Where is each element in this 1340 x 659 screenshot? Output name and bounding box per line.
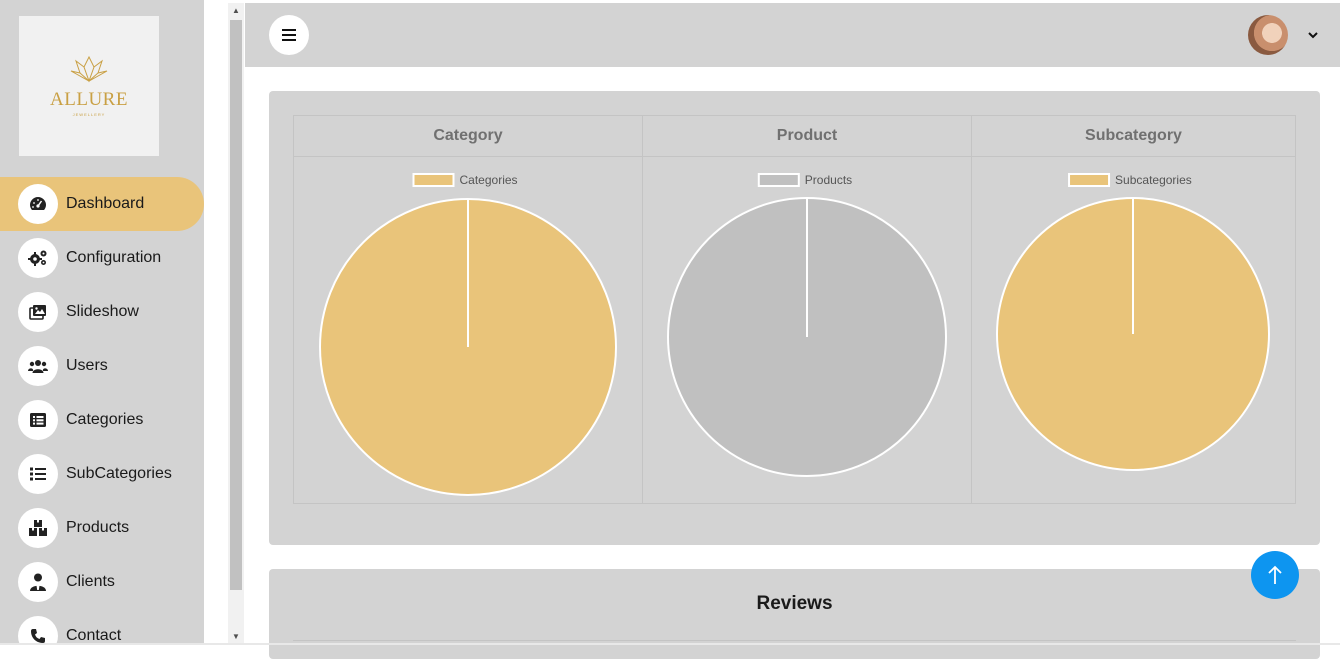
diamond-lotus-icon: [70, 55, 108, 83]
sidebar-scrollbar[interactable]: ▲ ▼: [228, 3, 244, 643]
sidebar-item-subcategories[interactable]: SubCategories: [0, 447, 204, 501]
dashboard-gauge-icon: [18, 184, 58, 224]
phone-icon: [18, 616, 58, 645]
list-icon: [18, 454, 58, 494]
legend-label[interactable]: Products: [805, 173, 852, 187]
sidebar: ALLURE JEWELLERY Dashboard Configuration…: [0, 0, 204, 645]
menu-toggle-button[interactable]: [269, 15, 309, 55]
user-avatar[interactable]: [1248, 15, 1288, 55]
page-bottom-edge: [0, 643, 1340, 645]
sidebar-item-label: Contact: [66, 627, 122, 644]
sidebar-item-categories[interactable]: Categories: [0, 393, 204, 447]
legend-label[interactable]: Subcategories: [1115, 173, 1192, 187]
scroll-to-top-button[interactable]: [1251, 551, 1299, 599]
sidebar-item-clients[interactable]: Clients: [0, 555, 204, 609]
legend-swatch[interactable]: [412, 173, 455, 187]
sidebar-item-label: Clients: [66, 573, 115, 590]
chart-header: Product: [643, 116, 971, 157]
sidebar-item-configuration[interactable]: Configuration: [0, 231, 204, 285]
reviews-title: Reviews: [756, 593, 833, 614]
category-pie-chart: Categories: [319, 173, 617, 496]
sidebar-nav: Dashboard Configuration Slideshow Users …: [0, 177, 204, 645]
brand-logo[interactable]: ALLURE JEWELLERY: [19, 16, 159, 156]
chevron-down-icon: [1308, 31, 1318, 38]
sidebar-item-users[interactable]: Users: [0, 339, 204, 393]
product-pie-chart: Products: [667, 173, 947, 477]
hamburger-icon: [282, 29, 296, 41]
scrollbar-thumb[interactable]: [230, 20, 242, 590]
scroll-up-arrow-icon[interactable]: ▲: [232, 5, 240, 15]
legend-label[interactable]: Categories: [460, 173, 518, 187]
charts-table: Category Categories Product Products Sub…: [293, 115, 1296, 504]
chart-header: Category: [294, 116, 642, 157]
scroll-down-arrow-icon[interactable]: ▼: [232, 631, 240, 641]
arrow-up-icon: [1268, 565, 1282, 584]
images-icon: [18, 292, 58, 332]
sidebar-item-products[interactable]: Products: [0, 501, 204, 555]
sidebar-item-label: Products: [66, 519, 130, 536]
boxes-icon: [18, 508, 58, 548]
sidebar-item-contact[interactable]: Contact: [0, 609, 204, 645]
user-menu-toggle[interactable]: [1305, 25, 1321, 45]
charts-panel: Category Categories Product Products Sub…: [269, 91, 1320, 545]
sidebar-item-label: SubCategories: [66, 465, 172, 482]
sidebar-item-label: Configuration: [66, 249, 162, 266]
sidebar-item-label: Users: [66, 357, 108, 374]
user-tie-icon: [18, 562, 58, 602]
brand-name: ALLURE: [50, 89, 128, 110]
brand-tagline: JEWELLERY: [72, 112, 106, 117]
reviews-panel: Reviews: [269, 569, 1320, 659]
product-chart-column: Product Products: [643, 116, 972, 503]
subcategory-chart-column: Subcategory Subcategories: [972, 116, 1295, 503]
divider: [293, 640, 1296, 641]
chart-header: Subcategory: [972, 116, 1295, 157]
legend-swatch[interactable]: [757, 173, 800, 187]
sidebar-item-label: Slideshow: [66, 303, 139, 320]
top-bar: [245, 3, 1340, 67]
category-chart-column: Category Categories: [294, 116, 643, 503]
legend-swatch[interactable]: [1068, 173, 1111, 187]
subcategory-pie-chart: Subcategories: [996, 173, 1270, 471]
gears-icon: [18, 238, 58, 278]
sidebar-item-label: Categories: [66, 411, 144, 428]
users-icon: [18, 346, 58, 386]
sidebar-item-dashboard[interactable]: Dashboard: [0, 177, 204, 231]
sidebar-item-label: Dashboard: [66, 195, 145, 212]
list-alt-icon: [18, 400, 58, 440]
sidebar-item-slideshow[interactable]: Slideshow: [0, 285, 204, 339]
